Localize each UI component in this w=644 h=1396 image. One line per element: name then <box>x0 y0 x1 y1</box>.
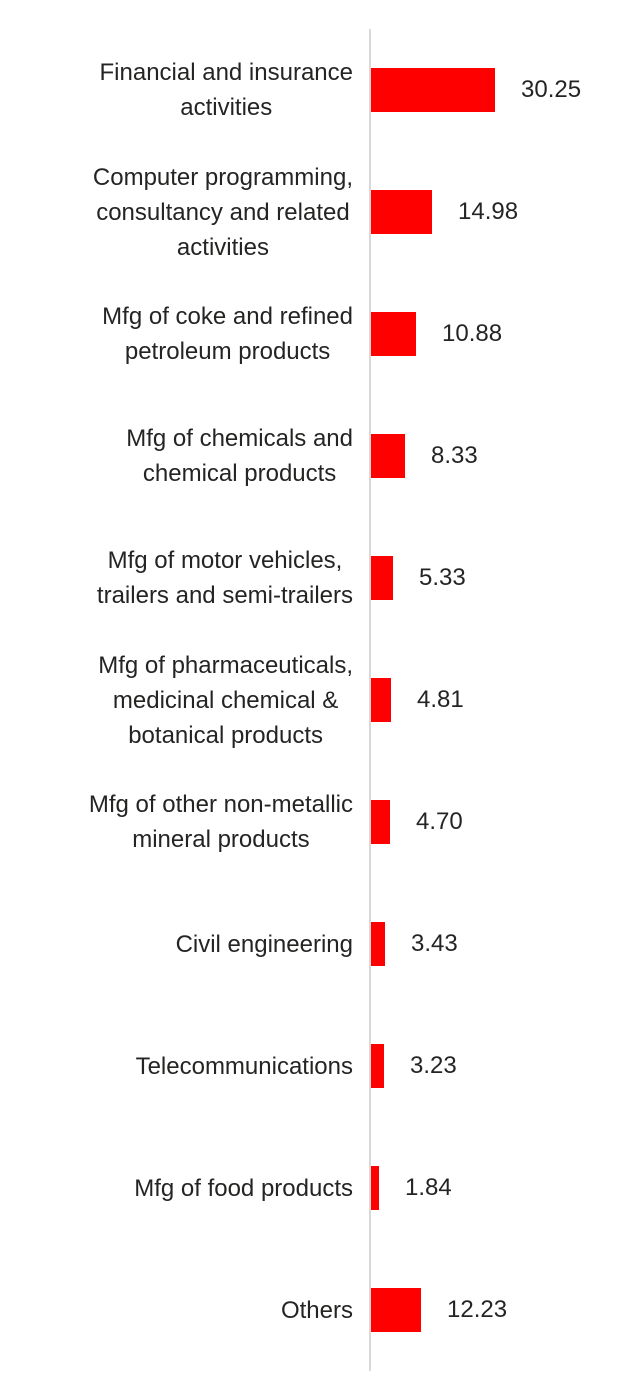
bar[interactable] <box>371 678 391 722</box>
chart-row: Others 12.23 <box>0 1249 644 1371</box>
bar-area: 14.98 <box>371 151 644 273</box>
chart-row: Mfg of motor vehicles, trailers and semi… <box>0 517 644 639</box>
category-label-cell: Mfg of chemicals and chemical products <box>0 421 353 491</box>
value-label: 10.88 <box>442 320 503 347</box>
category-label: Mfg of pharmaceuticals, medicinal chemic… <box>98 651 353 749</box>
category-label: Civil engineering <box>175 930 353 958</box>
bar[interactable] <box>371 312 416 356</box>
chart-row: Mfg of pharmaceuticals, medicinal chemic… <box>0 639 644 761</box>
bar-area: 5.33 <box>371 517 644 639</box>
category-label: Telecommunications <box>135 1052 353 1080</box>
category-label-cell: Mfg of pharmaceuticals, medicinal chemic… <box>0 648 353 753</box>
bar[interactable] <box>371 68 495 112</box>
value-label: 1.84 <box>405 1174 452 1201</box>
chart-row: Telecommunications 3.23 <box>0 1005 644 1127</box>
bar[interactable] <box>371 190 432 234</box>
category-label-cell: Mfg of coke and refined petroleum produc… <box>0 299 353 369</box>
category-label-cell: Civil engineering <box>0 927 353 962</box>
category-label: Mfg of other non-metallic mineral produc… <box>88 791 353 853</box>
chart-row: Computer programming, consultancy and re… <box>0 151 644 273</box>
bar-area: 10.88 <box>371 273 644 395</box>
bar-area: 3.43 <box>371 883 644 1005</box>
category-label: Computer programming, consultancy and re… <box>92 163 353 261</box>
bar[interactable] <box>371 1044 384 1088</box>
chart-row: Mfg of other non-metallic mineral produc… <box>0 761 644 883</box>
category-label: Financial and insurance activities <box>99 59 354 121</box>
value-label: 14.98 <box>458 198 519 225</box>
chart-row: Mfg of chemicals and chemical products 8.… <box>0 395 644 517</box>
bar-area: 1.84 <box>371 1127 644 1249</box>
value-label: 12.23 <box>447 1296 508 1323</box>
bar[interactable] <box>371 556 393 600</box>
category-label: Others <box>280 1296 353 1324</box>
bar-area: 4.81 <box>371 639 644 761</box>
chart-row: Mfg of coke and refined petroleum produc… <box>0 273 644 395</box>
value-label: 30.25 <box>521 76 582 103</box>
y-axis-line <box>369 29 371 1371</box>
category-label: Mfg of coke and refined petroleum produc… <box>102 303 353 365</box>
category-label: Mfg of motor vehicles, trailers and semi… <box>96 547 353 609</box>
bar-area: 4.70 <box>371 761 644 883</box>
chart-row: Civil engineering 3.43 <box>0 883 644 1005</box>
category-label: Mfg of food products <box>134 1174 353 1202</box>
value-label: 8.33 <box>431 442 478 469</box>
category-label: Mfg of chemicals and chemical products <box>126 425 353 487</box>
category-label-cell: Mfg of motor vehicles, trailers and semi… <box>0 543 353 613</box>
bar-area: 3.23 <box>371 1005 644 1127</box>
bar-area: 30.25 <box>371 29 644 151</box>
chart-row: Financial and insurance activities 30.25 <box>0 29 644 151</box>
value-label: 4.81 <box>417 686 464 713</box>
value-label: 4.70 <box>416 808 463 835</box>
bar[interactable] <box>371 922 385 966</box>
bar[interactable] <box>371 1288 421 1332</box>
category-label-cell: Telecommunications <box>0 1049 353 1084</box>
category-label-cell: Mfg of food products <box>0 1171 353 1206</box>
value-label: 5.33 <box>419 564 466 591</box>
value-label: 3.43 <box>411 930 458 957</box>
chart-rows: Financial and insurance activities 30.25 C… <box>0 29 644 1371</box>
category-label-cell: Computer programming, consultancy and re… <box>0 160 353 265</box>
bar-area: 12.23 <box>371 1249 644 1371</box>
category-label-cell: Mfg of other non-metallic mineral produc… <box>0 787 353 857</box>
category-label-cell: Others <box>0 1293 353 1328</box>
bar[interactable] <box>371 1166 379 1210</box>
bar-area: 8.33 <box>371 395 644 517</box>
bar[interactable] <box>371 800 390 844</box>
chart-row: Mfg of food products 1.84 <box>0 1127 644 1249</box>
value-label: 3.23 <box>410 1052 457 1079</box>
bar[interactable] <box>371 434 405 478</box>
category-label-cell: Financial and insurance activities <box>0 55 354 125</box>
